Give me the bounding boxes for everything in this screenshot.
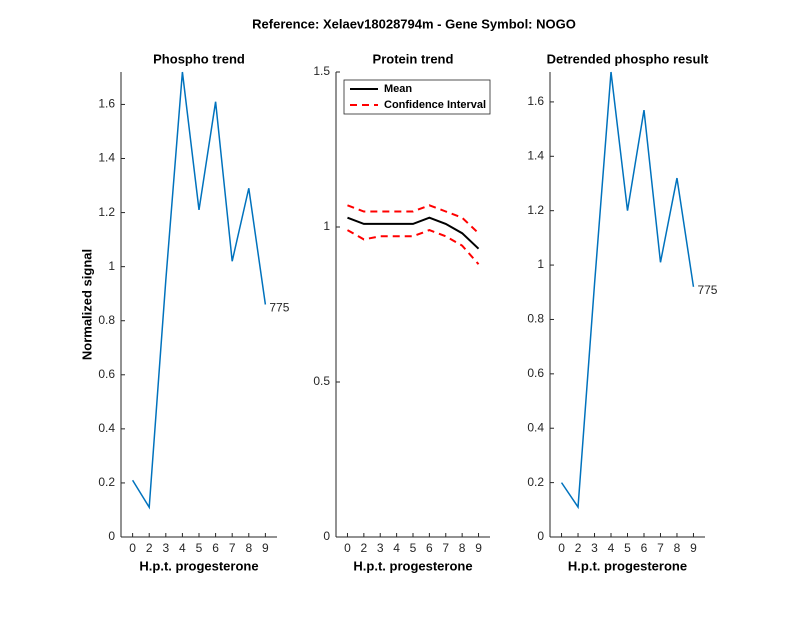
subplot-title: Detrended phospho result	[547, 51, 709, 66]
y-tick-label: 0.6	[98, 367, 115, 381]
x-axis-label: H.p.t. progesterone	[139, 558, 258, 573]
legend-box	[343, 79, 491, 115]
y-tick-label: 0.6	[527, 366, 544, 380]
y-tick-label: 1.4	[527, 148, 544, 162]
x-tick-label: 9	[475, 541, 482, 555]
x-tick-label: 9	[690, 541, 697, 555]
x-tick-label: 4	[608, 541, 615, 555]
y-tick-label: 1	[537, 257, 544, 271]
x-tick-label: 0	[558, 541, 565, 555]
x-tick-label: 0	[344, 541, 351, 555]
y-tick-label: 1.4	[98, 151, 115, 165]
x-axis-label: H.p.t. progesterone	[353, 558, 472, 573]
x-tick-label: 6	[641, 541, 648, 555]
data-line	[560, 71, 695, 510]
x-tick-label: 8	[674, 541, 681, 555]
x-tick-label: 6	[212, 541, 219, 555]
y-tick-label: 0.4	[527, 420, 544, 434]
x-tick-label: 7	[657, 541, 664, 555]
y-tick-label: 1	[323, 219, 330, 233]
x-tick-label: 8	[459, 541, 466, 555]
x-tick-label: 6	[426, 541, 433, 555]
y-tick-label: 1.6	[98, 97, 115, 111]
x-tick-label: 3	[162, 541, 169, 555]
y-tick-label: 0.2	[527, 475, 544, 489]
y-tick-label: 1	[108, 259, 115, 273]
y-axis-label: Normalized signal	[79, 249, 94, 360]
x-tick-label: 9	[262, 541, 269, 555]
x-tick-label: 4	[179, 541, 186, 555]
y-tick-label: 0.2	[98, 475, 115, 489]
data-line	[347, 204, 480, 234]
legend-label: Mean	[384, 83, 412, 95]
figure-title: Reference: Xelaev18028794m - Gene Symbol…	[252, 16, 576, 31]
x-tick-label: 2	[361, 541, 368, 555]
x-tick-label: 5	[196, 541, 203, 555]
subplot-title: Protein trend	[373, 51, 454, 66]
x-tick-label: 8	[245, 541, 252, 555]
y-tick-label: 1.2	[98, 205, 115, 219]
x-tick-label: 7	[229, 541, 236, 555]
x-tick-label: 2	[575, 541, 582, 555]
y-tick-label: 1.5	[313, 64, 330, 78]
y-tick-label: 0.5	[313, 374, 330, 388]
x-tick-label: 7	[442, 541, 449, 555]
x-tick-label: 3	[377, 541, 384, 555]
x-tick-label: 3	[591, 541, 598, 555]
subplot-title: Phospho trend	[153, 51, 245, 66]
annotation: 775	[269, 301, 289, 315]
x-tick-label: 5	[410, 541, 417, 555]
y-tick-label: 0.4	[98, 421, 115, 435]
x-tick-label: 0	[129, 541, 136, 555]
x-tick-label: 2	[146, 541, 153, 555]
y-tick-label: 0	[537, 529, 544, 543]
y-tick-label: 0.8	[98, 313, 115, 327]
x-tick-label: 4	[393, 541, 400, 555]
y-tick-label: 0	[323, 529, 330, 543]
legend-label: Confidence Interval	[384, 99, 486, 111]
data-line	[347, 216, 480, 250]
y-tick-label: 1.2	[527, 203, 544, 217]
x-tick-label: 5	[624, 541, 631, 555]
y-tick-label: 0	[108, 529, 115, 543]
data-line	[131, 71, 267, 510]
y-tick-label: 0.8	[527, 312, 544, 326]
y-tick-label: 1.6	[527, 94, 544, 108]
x-axis-label: H.p.t. progesterone	[568, 558, 687, 573]
data-line	[346, 229, 480, 265]
annotation: 775	[697, 283, 717, 297]
